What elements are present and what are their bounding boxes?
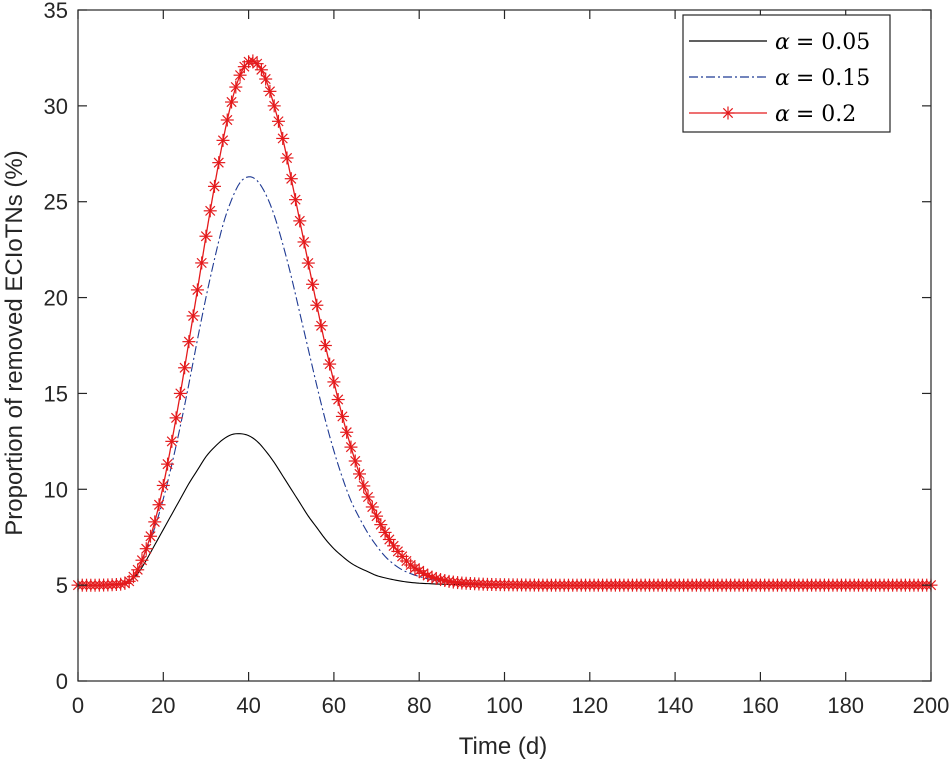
series-line-1 — [77, 433, 931, 586]
series-marker — [331, 393, 345, 407]
series-marker — [310, 298, 324, 312]
legend-label: α = 0.05 — [775, 30, 870, 55]
series-marker — [259, 72, 273, 86]
series-marker — [161, 457, 175, 471]
legend-alpha-symbol: α — [775, 30, 790, 55]
y-axis-label: Proportion of removed ECIoTNs (%) — [1, 150, 28, 535]
series-marker — [263, 84, 277, 98]
series-marker — [254, 63, 268, 77]
series-marker — [144, 529, 158, 543]
y-tick-label: 20 — [44, 286, 68, 311]
series-marker — [207, 179, 221, 193]
series-line-3 — [77, 60, 931, 586]
series-marker — [293, 214, 307, 228]
x-tick-label: 20 — [151, 693, 175, 718]
series-marker — [220, 113, 234, 127]
series-marker — [344, 440, 358, 454]
y-tick-label: 5 — [56, 573, 68, 598]
series-marker — [225, 95, 239, 109]
series-marker — [186, 309, 200, 323]
series-marker — [165, 434, 179, 448]
x-tick-label: 140 — [657, 693, 694, 718]
x-tick-label: 40 — [236, 693, 260, 718]
series-marker — [212, 156, 226, 170]
legend-alpha-value: = 0.05 — [796, 30, 870, 55]
y-tick-labels: 0 5 10 15 20 25 30 35 — [44, 0, 68, 694]
series-marker — [229, 80, 243, 94]
series-marker — [314, 319, 328, 333]
series-marker — [357, 479, 371, 493]
series-marker — [190, 283, 204, 297]
series-layer — [71, 54, 938, 592]
series-3 — [71, 54, 938, 592]
x-tick-label: 0 — [72, 693, 84, 718]
series-marker — [135, 553, 149, 567]
series-marker — [306, 277, 320, 291]
y-tick-label: 25 — [44, 190, 68, 215]
y-tick-label: 0 — [56, 669, 68, 694]
series-marker — [169, 411, 183, 425]
series-marker — [148, 515, 162, 529]
legend-alpha-value: = 0.15 — [796, 66, 870, 91]
legend-alpha-value: = 0.2 — [796, 102, 856, 127]
x-axis-label: Time (d) — [459, 733, 547, 760]
series-marker — [348, 454, 362, 468]
x-tick-labels: 0 20 40 60 80 100 120 140 160 180 200 — [72, 693, 949, 718]
series-marker — [152, 498, 166, 512]
series-marker — [271, 114, 285, 128]
y-tick-label: 30 — [44, 94, 68, 119]
series-marker — [301, 256, 315, 270]
series-marker — [139, 542, 153, 556]
x-tick-label: 80 — [407, 693, 431, 718]
series-marker — [173, 386, 187, 400]
series-marker — [352, 467, 366, 481]
series-1 — [77, 433, 931, 586]
series-marker — [216, 133, 230, 147]
series-marker — [126, 570, 140, 584]
legend: α = 0.05α = 0.15α = 0.2 — [682, 14, 891, 133]
series-marker — [203, 204, 217, 218]
series-marker — [199, 229, 213, 243]
series-marker — [340, 425, 354, 439]
legend-alpha-symbol: α — [775, 66, 790, 91]
x-tick-label: 160 — [742, 693, 779, 718]
series-marker — [318, 339, 332, 352]
series-marker — [156, 478, 170, 492]
series-marker — [280, 151, 294, 165]
series-marker — [297, 235, 311, 249]
y-tick-label: 35 — [44, 0, 68, 23]
series-marker — [323, 357, 337, 371]
series-marker — [335, 409, 349, 423]
legend-marker — [721, 106, 735, 120]
x-tick-label: 60 — [322, 693, 346, 718]
x-tick-label: 200 — [913, 693, 950, 718]
y-tick-label: 15 — [44, 381, 68, 406]
legend-label: α = 0.15 — [775, 66, 870, 91]
legend-alpha-symbol: α — [775, 102, 790, 127]
legend-item-3: α = 0.2 — [689, 102, 856, 127]
x-tick-label: 120 — [571, 693, 608, 718]
tick-marks — [77, 9, 932, 682]
series-marker — [267, 99, 281, 113]
legend-item-1: α = 0.05 — [689, 30, 870, 55]
series-marker — [276, 131, 290, 145]
series-marker — [378, 525, 392, 539]
legend-item-2: α = 0.15 — [689, 66, 870, 91]
series-marker — [361, 490, 375, 504]
series-marker — [327, 375, 341, 389]
series-marker — [131, 563, 145, 577]
y-tick-label: 10 — [44, 477, 68, 502]
legend-label: α = 0.2 — [775, 102, 856, 127]
series-marker — [182, 335, 196, 349]
series-marker — [284, 172, 298, 186]
series-marker — [289, 193, 303, 207]
series-marker — [178, 361, 192, 375]
x-tick-label: 100 — [486, 693, 523, 718]
series-marker — [195, 256, 209, 270]
x-tick-label: 180 — [827, 693, 864, 718]
